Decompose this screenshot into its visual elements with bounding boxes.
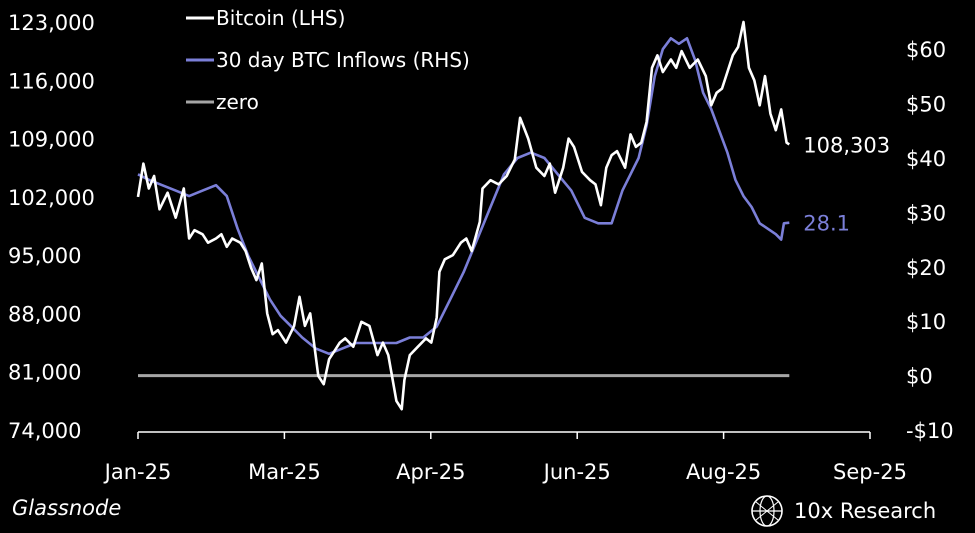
left-tick-label: 74,000 bbox=[8, 419, 81, 443]
left-tick-label: 95,000 bbox=[8, 244, 81, 268]
legend-label: zero bbox=[216, 90, 259, 114]
brand-name: 10x Research bbox=[794, 499, 937, 523]
left-tick-label: 102,000 bbox=[8, 186, 95, 210]
left-axis: 123,000 116,000 109,000 102,000 95,000 88,000… bbox=[8, 11, 95, 443]
left-tick-label: 81,000 bbox=[8, 361, 81, 385]
right-tick-label: -$10 bbox=[906, 419, 954, 443]
x-tick-label: Jan-25 bbox=[103, 460, 172, 484]
x-tick-label: Apr-25 bbox=[396, 460, 465, 484]
left-tick-label: 123,000 bbox=[8, 11, 95, 35]
x-tick-label: Sep-25 bbox=[833, 460, 907, 484]
inflows-end-label: 28.1 bbox=[803, 212, 850, 236]
right-tick-label: $40 bbox=[906, 147, 946, 171]
legend: Bitcoin (LHS) 30 day BTC Inflows (RHS) zer… bbox=[186, 6, 470, 114]
left-tick-label: 88,000 bbox=[8, 302, 81, 326]
series-layer bbox=[136, 20, 790, 411]
legend-label: Bitcoin (LHS) bbox=[216, 6, 345, 30]
x-axis: Jan-25 Mar-25 Apr-25 Jun-25 Aug-25 Sep-25 bbox=[103, 431, 907, 484]
right-tick-label: $20 bbox=[906, 256, 946, 280]
series-line-bitcoin bbox=[136, 20, 790, 411]
x-tick-label: Mar-25 bbox=[248, 460, 321, 484]
series-line-btc-inflows bbox=[137, 37, 790, 356]
end-labels: 108,303 28.1 bbox=[803, 133, 890, 235]
right-axis: $60 $50 $40 $30 $20 $10 $0 -$10 bbox=[906, 38, 954, 443]
x-tick-label: Jun-25 bbox=[542, 460, 611, 484]
legend-label: 30 day BTC Inflows (RHS) bbox=[216, 48, 470, 72]
left-tick-label: 116,000 bbox=[8, 69, 95, 93]
right-tick-label: $30 bbox=[906, 201, 946, 225]
left-tick-label: 109,000 bbox=[8, 128, 95, 152]
globe-icon bbox=[751, 495, 783, 527]
source-label: Glassnode bbox=[12, 496, 122, 520]
x-tick-label: Aug-25 bbox=[686, 460, 761, 484]
right-tick-label: $10 bbox=[906, 310, 946, 334]
bitcoin-end-label: 108,303 bbox=[803, 133, 890, 157]
right-tick-label: $60 bbox=[906, 38, 946, 62]
right-tick-label: $0 bbox=[906, 365, 933, 389]
brand: 10x Research bbox=[750, 494, 936, 528]
right-tick-label: $50 bbox=[906, 93, 946, 117]
